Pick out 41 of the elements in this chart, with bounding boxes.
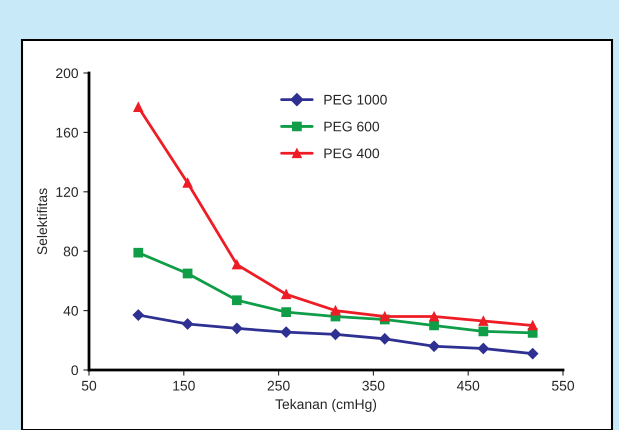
point: [133, 102, 144, 112]
point: [232, 295, 242, 306]
point: [478, 326, 488, 336]
point: [429, 312, 439, 322]
point: [379, 333, 390, 344]
legend-label: PEG 600: [324, 122, 380, 132]
y-tick-label: 80: [64, 246, 78, 256]
y-tick-label: 200: [56, 68, 78, 78]
legend-label: PEG 1000: [324, 94, 387, 105]
y-tick-label: 120: [56, 187, 78, 197]
point: [132, 309, 144, 321]
y-tick-label: 160: [56, 128, 78, 138]
y-tick-label: 40: [63, 306, 78, 316]
x-tick-label: 450: [456, 380, 480, 391]
x-tick-label: 350: [362, 380, 384, 391]
point: [330, 328, 342, 340]
point: [281, 289, 292, 300]
point: [133, 248, 144, 258]
point: [231, 322, 242, 334]
point: [478, 316, 488, 326]
x-tick-label: 50: [82, 380, 96, 391]
point: [182, 268, 192, 278]
point: [280, 326, 292, 338]
x-tick-label: 250: [268, 380, 290, 391]
x-tick-label: 550: [552, 380, 574, 391]
legend-label: PEG 400: [324, 148, 380, 158]
point: [478, 342, 489, 354]
point: [428, 340, 440, 352]
point: [528, 320, 538, 330]
point: [527, 348, 538, 360]
point: [182, 178, 192, 188]
x-axis-title: Tekanan (cmHg): [275, 398, 376, 412]
point: [429, 320, 439, 330]
point: [182, 318, 194, 330]
y-axis-title: Selektifitas: [36, 188, 48, 254]
point: [380, 312, 390, 322]
x-tick-label: 150: [173, 380, 195, 391]
point: [232, 260, 242, 270]
point: [330, 306, 340, 316]
point: [281, 307, 292, 317]
y-tick-label: 0: [71, 365, 78, 376]
